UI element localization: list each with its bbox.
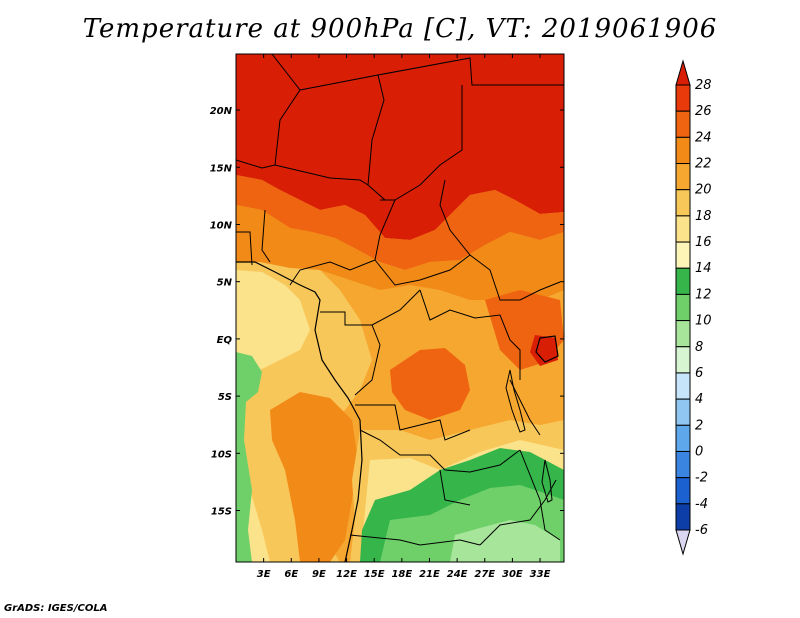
colorbar-swatch xyxy=(675,241,691,269)
lat-tick-label: EQ xyxy=(217,335,233,346)
colorbar-label: 26 xyxy=(695,104,712,119)
colorbar-swatch xyxy=(675,163,691,191)
coastline xyxy=(236,261,363,562)
colorbar-label: 16 xyxy=(695,235,712,250)
colorbar-swatch xyxy=(675,320,691,348)
colorbar-label: 28 xyxy=(695,78,712,93)
lake-victoria xyxy=(535,335,559,363)
lon-tick-label: 6E xyxy=(284,569,298,580)
colorbar-label: -4 xyxy=(695,497,708,512)
map-title: Temperature at 900hPa [C], VT: 201906190… xyxy=(82,14,718,44)
colorbar-swatch xyxy=(675,450,691,479)
colorbar-label: 0 xyxy=(695,444,703,459)
lake-malawi xyxy=(541,459,553,503)
colorbar-top-arrow xyxy=(675,59,691,86)
band-16-18-coast xyxy=(236,270,310,562)
colorbar-label: 4 xyxy=(695,392,703,407)
colorbar-swatch xyxy=(675,293,691,322)
colorbar-label: 2 xyxy=(695,418,703,433)
lon-tick-label: 3E xyxy=(257,569,271,580)
colorbar-label: 14 xyxy=(695,261,712,276)
colorbar-label: 8 xyxy=(695,340,703,355)
lat-tick-label: 5S xyxy=(218,392,232,403)
lat-tick-label: 10N xyxy=(210,220,233,231)
lon-tick-label: 33E xyxy=(530,569,551,580)
lat-tick-label: 10S xyxy=(211,449,232,460)
lat-tick-label: 15S xyxy=(211,507,232,518)
colorbar-label: 24 xyxy=(695,130,712,145)
lon-tick-label: 24E xyxy=(447,569,468,580)
credit-label: GrADS: IGES/COLA xyxy=(4,603,108,614)
colorbar-swatch xyxy=(675,136,691,165)
lat-tick-label: 20N xyxy=(210,106,233,117)
lon-tick-label: 12E xyxy=(336,569,357,580)
colorbar-swatch xyxy=(675,84,691,112)
colorbar-bottom-arrow xyxy=(675,529,691,556)
colorbar-swatch xyxy=(675,110,691,138)
lat-tick-label: 5N xyxy=(217,278,233,289)
colorbar-swatch xyxy=(675,477,691,505)
band-24-congo xyxy=(390,348,470,420)
colorbar-label: 18 xyxy=(695,209,712,224)
band-24-26 xyxy=(236,175,564,270)
colorbar-swatch xyxy=(675,215,691,243)
lon-tick-label: 27E xyxy=(474,569,495,580)
lat-tick-label: 15N xyxy=(210,163,233,174)
country-borders xyxy=(236,54,564,546)
colorbar-swatch xyxy=(675,267,691,295)
band-10-southeast xyxy=(450,520,560,562)
lon-tick-label: 30E xyxy=(502,569,523,580)
lon-tick-label: 18E xyxy=(391,569,412,580)
band-22-24 xyxy=(236,205,564,310)
colorbar-swatch xyxy=(675,503,691,531)
band-20-lake xyxy=(530,335,558,366)
band-22-interior-south xyxy=(270,392,358,562)
colorbar-label: -6 xyxy=(695,523,708,538)
colorbar-swatch xyxy=(675,424,691,452)
colorbar-label: 10 xyxy=(695,314,712,329)
lake-tanganyika xyxy=(505,369,526,433)
lon-tick-label: 21E xyxy=(419,569,440,580)
map-frame xyxy=(235,53,565,563)
lon-tick-label: 15E xyxy=(364,569,385,580)
colorbar-label: -2 xyxy=(695,471,708,486)
colorbar-swatch xyxy=(675,398,691,426)
lon-tick-label: 9E xyxy=(312,569,326,580)
colorbar-label: 6 xyxy=(695,366,703,381)
colorbar-swatch xyxy=(675,372,691,400)
temperature-field xyxy=(236,54,564,562)
band-green-coast xyxy=(236,352,262,562)
colorbar-swatch xyxy=(675,346,691,374)
colorbar-label: 22 xyxy=(695,157,712,172)
longitude-axis: 3E 6E 9E 12E 15E 18E 21E 24E 27E 30E 33E xyxy=(257,54,551,580)
colorbar-label: 20 xyxy=(695,183,712,198)
band-26-28 xyxy=(236,54,564,240)
colorbar-label: 12 xyxy=(695,287,712,302)
latitude-axis: 20N 15N 10N 5N EQ 5S 10S 15S xyxy=(210,106,564,518)
colorbar-swatch xyxy=(675,189,691,217)
